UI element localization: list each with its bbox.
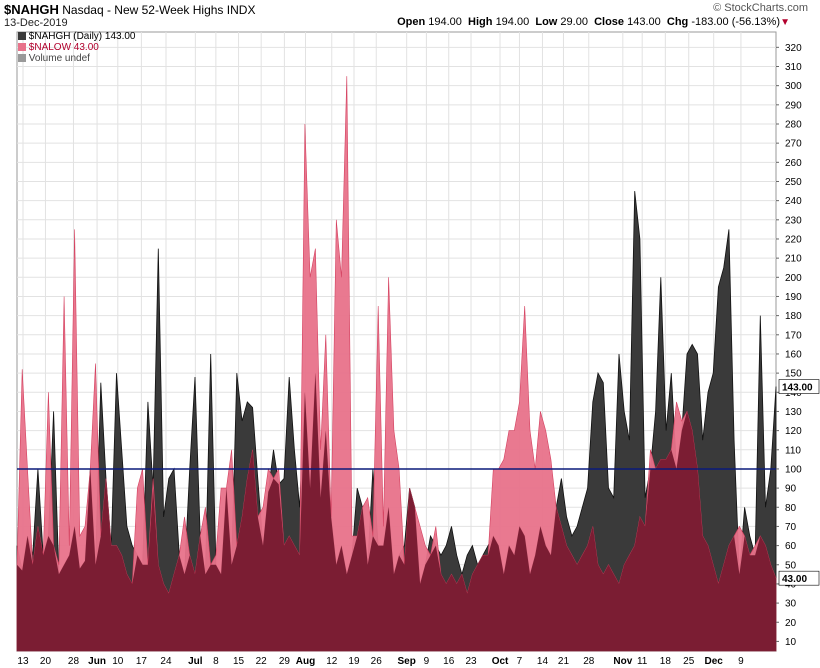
legend-nalow-label: $NALOW 43.00: [28, 42, 99, 53]
y-tick-label: 230: [785, 215, 802, 226]
down-arrow-icon: ▼: [780, 17, 790, 28]
x-tick-label: 28: [583, 656, 595, 667]
y-tick-label: 70: [785, 522, 797, 533]
chart-series: [16, 76, 777, 652]
x-tick-label: 14: [537, 656, 549, 667]
y-tick-label: 90: [785, 484, 797, 495]
x-tick-label: Sep: [397, 656, 415, 667]
low-label: Low: [535, 16, 558, 28]
x-tick-label: 28: [68, 656, 80, 667]
y-tick-label: 240: [785, 196, 802, 207]
x-tick-label: 17: [136, 656, 148, 667]
last-value-nahgh-text: 143.00: [782, 383, 813, 394]
close-label: Close: [594, 16, 625, 28]
y-axis: 1020304050607080901001101201301401501601…: [776, 43, 820, 648]
x-tick-label: 22: [256, 656, 268, 667]
x-tick-label: Jun: [88, 656, 106, 667]
x-tick-label: Oct: [492, 656, 509, 667]
legend-nahgh: $NAHGH (Daily) 143.00: [18, 31, 136, 42]
x-tick-label: 11: [637, 656, 648, 667]
x-tick-label: 8: [213, 656, 219, 667]
legend-volume: Volume undef: [18, 53, 90, 64]
open-label: Open: [397, 16, 426, 28]
y-tick-label: 290: [785, 100, 802, 111]
symbol: $NAHGH: [4, 2, 59, 17]
x-tick-label: 23: [465, 656, 477, 667]
y-tick-label: 320: [785, 43, 802, 54]
x-tick-label: 10: [112, 656, 124, 667]
x-tick-label: Dec: [705, 656, 724, 667]
y-tick-label: 260: [785, 158, 802, 169]
brand-watermark: © StockCharts.com: [713, 2, 808, 14]
legend-volume-swatch: [18, 54, 26, 63]
y-tick-label: 110: [785, 445, 801, 456]
x-tick-label: 7: [517, 656, 523, 667]
y-tick-label: 20: [785, 618, 797, 629]
x-tick-label: 9: [738, 656, 744, 667]
y-tick-label: 250: [785, 177, 802, 188]
open-value: 194.00: [428, 16, 462, 28]
last-value-nalow-text: 43.00: [782, 574, 807, 585]
y-tick-label: 280: [785, 119, 802, 130]
y-tick-label: 190: [785, 292, 802, 303]
y-tick-label: 30: [785, 599, 797, 610]
chg-label: Chg: [666, 16, 689, 28]
y-tick-label: 220: [785, 234, 802, 245]
x-tick-label: Nov: [613, 656, 632, 667]
last-value-nalow: [778, 570, 820, 586]
y-tick-label: 170: [785, 330, 802, 341]
legend-volume-label: Volume undef: [28, 53, 90, 64]
x-tick-label: 21: [558, 656, 570, 667]
y-tick-label: 180: [785, 311, 802, 322]
x-tick-label: 13: [17, 656, 29, 667]
y-tick-label: 50: [785, 560, 797, 571]
y-tick-label: 270: [785, 139, 802, 150]
x-tick-label: 29: [279, 656, 291, 667]
low-value: 29.00: [560, 16, 588, 28]
x-tick-label: 19: [348, 656, 360, 667]
ohlc-readout: Open 194.00 High 194.00 Low 29.00 Close …: [397, 16, 780, 28]
high-value: 194.00: [495, 16, 530, 28]
x-tick-label: 26: [371, 656, 383, 667]
y-tick-label: 300: [785, 81, 802, 92]
legend-nahgh-label: $NAHGH (Daily) 143.00: [28, 31, 136, 42]
x-tick-label: 16: [443, 656, 455, 667]
y-tick-label: 60: [785, 541, 797, 552]
y-tick-label: 80: [785, 503, 797, 514]
x-tick-label: 20: [40, 656, 52, 667]
legend-nahgh-swatch: [18, 32, 26, 41]
x-axis: 13 20 28 Jun 10 17 24 Jul 8 15 22 29 Aug 12 19 26 Sep 9 16…: [17, 656, 744, 667]
y-tick-label: 200: [785, 273, 802, 284]
x-tick-label: 24: [160, 656, 172, 667]
legend-nalow-swatch: [18, 43, 26, 52]
y-tick-label: 120: [785, 426, 802, 437]
y-tick-label: 310: [785, 62, 802, 73]
exchange: INDX: [226, 3, 256, 17]
series-overlap-area: [17, 373, 776, 651]
y-tick-label: 130: [785, 407, 802, 418]
high-label: High: [468, 16, 493, 28]
chg-value: -183.00 (-56.13%): [691, 16, 780, 28]
chart-title: $NAHGH Nasdaq - New 52-Week Highs INDX: [4, 2, 255, 17]
last-value-nahgh: [778, 379, 820, 394]
index-name: Nasdaq - New 52-Week Highs: [62, 3, 224, 17]
legend-nalow: $NALOW 43.00: [18, 42, 99, 53]
y-tick-label: 10: [785, 637, 797, 648]
y-tick-label: 160: [785, 349, 802, 360]
x-tick-label: Aug: [296, 656, 315, 667]
x-tick-label: 25: [683, 656, 695, 667]
x-tick-label: 18: [660, 656, 672, 667]
close-value: 143.00: [627, 16, 661, 28]
y-tick-label: 210: [785, 254, 802, 265]
y-tick-label: 100: [785, 464, 802, 475]
x-tick-label: 9: [424, 656, 430, 667]
x-tick-label: 12: [326, 656, 338, 667]
x-tick-label: 15: [233, 656, 245, 667]
y-tick-label: 150: [785, 369, 802, 380]
chart-date: 13-Dec-2019: [4, 17, 68, 29]
x-tick-label: Jul: [188, 656, 203, 667]
